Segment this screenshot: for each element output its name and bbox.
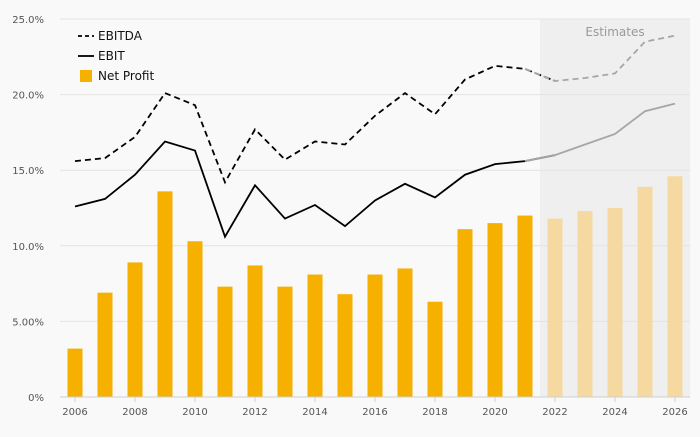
net-profit-bar bbox=[667, 176, 683, 397]
x-tick-label: 2026 bbox=[662, 407, 687, 418]
net-profit-bar bbox=[127, 262, 143, 397]
axes: 0% 5.00% 10.0% 15.0% 20.0% 25.0% 2006 2008 2010 2… bbox=[12, 15, 690, 418]
x-tick-label: 2016 bbox=[362, 407, 387, 418]
net-profit-bar bbox=[247, 265, 263, 397]
net-profit-bar bbox=[517, 215, 533, 397]
lines bbox=[74, 34, 676, 239]
net-profit-bar bbox=[457, 229, 473, 397]
x-tick-label: 2020 bbox=[482, 407, 507, 418]
net-profit-bar bbox=[637, 186, 653, 397]
y-tick-label: 5.00% bbox=[12, 317, 44, 328]
y-tick-label: 20.0% bbox=[12, 91, 44, 102]
x-tick-label: 2022 bbox=[542, 407, 567, 418]
net-profit-bar bbox=[607, 208, 623, 397]
x-tick-label: 2006 bbox=[62, 407, 87, 418]
net-profit-bars bbox=[67, 176, 683, 397]
net-profit-bar bbox=[157, 191, 173, 397]
y-tick-label: 25.0% bbox=[12, 15, 44, 26]
y-tick-label: 10.0% bbox=[12, 242, 44, 253]
x-tick-label: 2010 bbox=[182, 407, 207, 418]
net-profit-bar bbox=[487, 223, 503, 397]
y-tick-label: 15.0% bbox=[12, 166, 44, 177]
net-profit-bar bbox=[577, 211, 593, 397]
net-profit-bar bbox=[367, 274, 383, 397]
y-tick-label: 0% bbox=[28, 393, 44, 404]
ebit-legend-label: EBIT bbox=[98, 49, 125, 63]
ebitda-estimate-line bbox=[524, 34, 676, 82]
net-profit-bar bbox=[97, 292, 113, 397]
x-tick-label: 2008 bbox=[122, 407, 147, 418]
ebitda-legend-label: EBITDA bbox=[98, 29, 143, 43]
x-tick-label: 2014 bbox=[302, 407, 327, 418]
net-profit-bar bbox=[337, 294, 353, 397]
legend: EBITDA EBIT Net Profit bbox=[78, 29, 154, 83]
net-profit-bar bbox=[67, 348, 83, 397]
ebit-estimate-line bbox=[524, 102, 676, 163]
net-profit-bar bbox=[277, 286, 293, 397]
net-profit-legend-label: Net Profit bbox=[98, 69, 154, 83]
x-tick-label: 2012 bbox=[242, 407, 267, 418]
ebitda-line bbox=[74, 64, 556, 185]
net-profit-bar bbox=[427, 301, 443, 397]
net-profit-bar bbox=[397, 268, 413, 397]
net-profit-bar bbox=[307, 274, 323, 397]
estimates-label: Estimates bbox=[585, 25, 644, 39]
net-profit-bar bbox=[187, 241, 203, 397]
net-profit-legend-swatch bbox=[80, 70, 92, 82]
x-tick-label: 2024 bbox=[602, 407, 627, 418]
net-profit-bar bbox=[547, 218, 563, 397]
x-tick-label: 2018 bbox=[422, 407, 447, 418]
ebit-line bbox=[74, 140, 556, 239]
net-profit-bar bbox=[217, 286, 233, 397]
